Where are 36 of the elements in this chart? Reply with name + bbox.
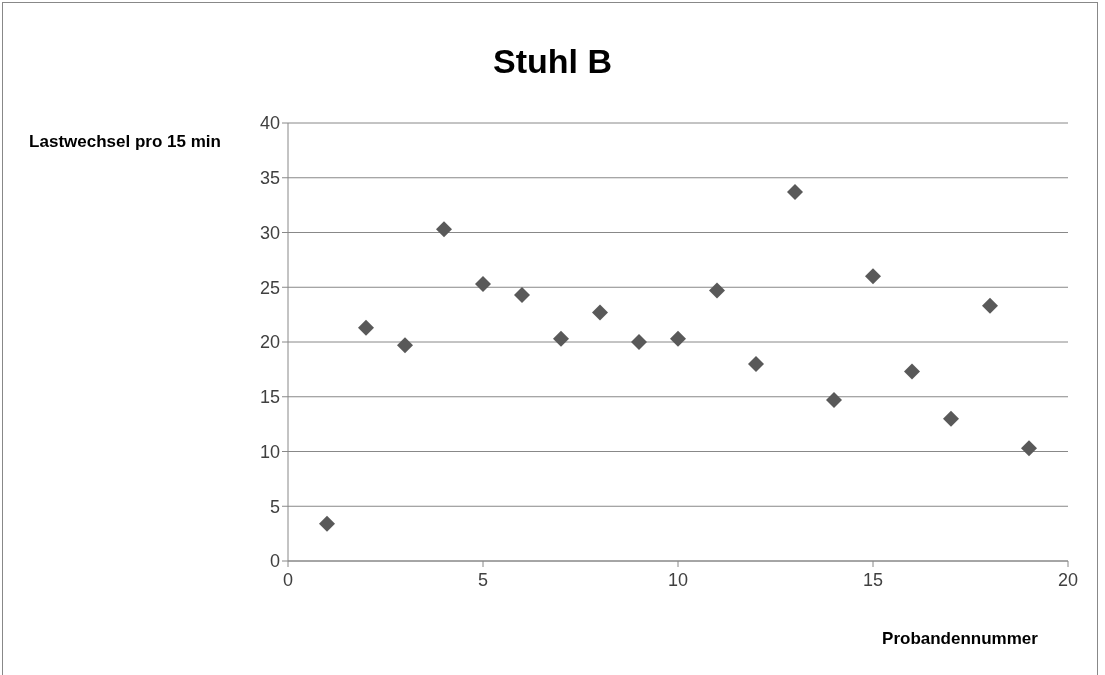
point [943, 410, 959, 427]
y-tick-label: 5 [269, 496, 280, 517]
point [670, 330, 686, 347]
x-tick-label: 5 [477, 569, 489, 590]
point [1021, 440, 1037, 457]
point [475, 275, 491, 292]
point [904, 363, 920, 380]
x-tick-label: 10 [667, 569, 689, 590]
x-tick-label: 20 [1057, 569, 1079, 590]
point [748, 355, 764, 372]
point [865, 268, 881, 285]
point [319, 515, 335, 532]
y-tick-label: 35 [259, 168, 280, 189]
y-tick-label: 40 [259, 113, 280, 134]
point [631, 334, 647, 350]
point [592, 304, 608, 321]
y-tick-label: 15 [259, 387, 280, 408]
x-axis-title: Probandennummer [881, 629, 1039, 649]
x-tick-label: 0 [282, 569, 294, 590]
y-tick-label: 20 [259, 332, 280, 353]
point [982, 297, 998, 314]
point [709, 282, 725, 299]
y-tick-label: 0 [269, 551, 280, 572]
point [826, 392, 842, 409]
point [553, 330, 569, 347]
point [436, 221, 452, 238]
y-axis-title: Lastwechsel pro 15 min [28, 131, 222, 153]
point [787, 183, 803, 200]
chart-title: Stuhl B [492, 42, 613, 81]
point [514, 286, 530, 303]
y-tick-label: 10 [259, 441, 280, 462]
y-tick-label: 25 [259, 277, 280, 298]
point [397, 337, 413, 354]
point [358, 319, 374, 336]
y-tick-label: 30 [259, 222, 280, 243]
x-tick-label: 15 [862, 569, 884, 590]
